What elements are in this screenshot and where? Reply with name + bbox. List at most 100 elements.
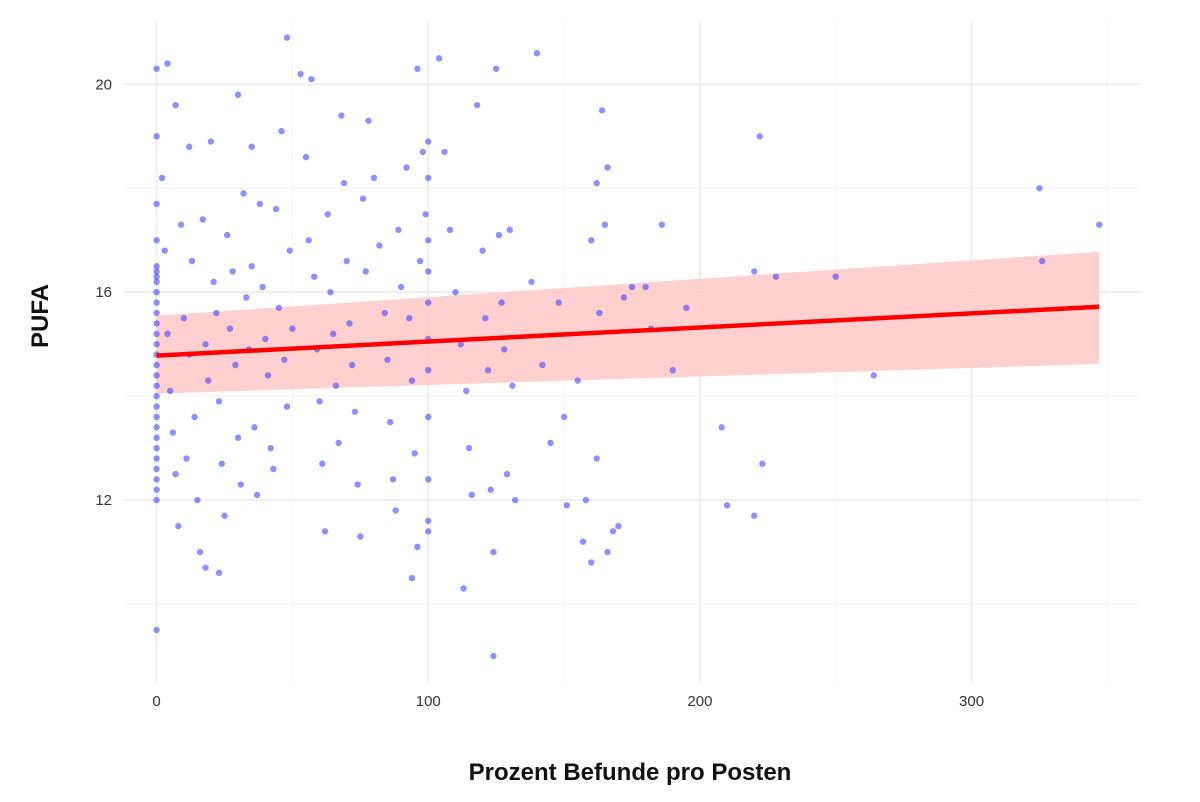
confidence-band-group bbox=[156, 251, 1100, 394]
data-point bbox=[756, 133, 763, 140]
data-point bbox=[243, 294, 250, 301]
data-point bbox=[416, 257, 424, 265]
data-point bbox=[177, 221, 185, 228]
data-point bbox=[384, 356, 391, 363]
data-point bbox=[232, 361, 239, 369]
data-point bbox=[272, 205, 280, 213]
data-point bbox=[683, 304, 690, 312]
data-point bbox=[574, 377, 581, 384]
data-point bbox=[387, 418, 394, 426]
data-point bbox=[202, 341, 209, 348]
data-point bbox=[213, 309, 220, 317]
trend-line-group bbox=[156, 304, 1100, 358]
data-point bbox=[723, 502, 731, 509]
data-point bbox=[357, 533, 364, 540]
data-point bbox=[563, 502, 571, 509]
data-point bbox=[460, 585, 467, 592]
data-point bbox=[452, 289, 459, 296]
data-point bbox=[408, 574, 416, 582]
data-point bbox=[164, 60, 171, 67]
y-axis-title: PUFA bbox=[27, 284, 54, 348]
data-point bbox=[215, 569, 223, 577]
data-point bbox=[468, 491, 475, 499]
data-point bbox=[533, 49, 541, 57]
data-point bbox=[153, 361, 160, 369]
data-point bbox=[547, 439, 554, 447]
data-point bbox=[332, 382, 340, 389]
data-point bbox=[205, 377, 212, 384]
data-point bbox=[528, 278, 535, 286]
data-point bbox=[218, 460, 225, 467]
data-point bbox=[343, 257, 350, 265]
data-point bbox=[588, 559, 595, 566]
data-point bbox=[153, 320, 160, 327]
data-point bbox=[490, 548, 497, 556]
data-point bbox=[658, 221, 666, 228]
data-point bbox=[772, 273, 780, 280]
data-point bbox=[441, 148, 448, 156]
data-point bbox=[425, 476, 432, 483]
data-point bbox=[153, 341, 160, 348]
data-point bbox=[346, 320, 353, 327]
data-point bbox=[751, 512, 758, 519]
data-point bbox=[338, 112, 345, 119]
y-tick-label: 12 bbox=[95, 492, 112, 509]
data-point bbox=[1039, 257, 1046, 265]
data-point bbox=[340, 179, 348, 187]
data-point bbox=[560, 413, 568, 421]
data-point bbox=[492, 65, 500, 72]
data-point bbox=[414, 543, 421, 551]
data-point bbox=[406, 315, 413, 322]
data-point bbox=[348, 361, 356, 369]
data-point bbox=[264, 372, 272, 379]
data-point bbox=[283, 34, 291, 41]
data-point bbox=[506, 226, 513, 234]
data-point bbox=[414, 65, 421, 72]
data-point bbox=[305, 237, 312, 244]
data-point bbox=[153, 413, 160, 421]
data-point bbox=[153, 444, 160, 452]
data-point bbox=[153, 263, 160, 270]
data-point bbox=[446, 226, 454, 234]
data-point bbox=[289, 325, 296, 332]
data-point bbox=[166, 387, 174, 395]
data-point bbox=[601, 221, 609, 228]
data-point bbox=[425, 138, 432, 145]
data-point bbox=[539, 361, 546, 369]
y-tick-label: 20 bbox=[95, 76, 112, 93]
data-point bbox=[286, 247, 293, 254]
data-point bbox=[175, 522, 182, 530]
data-point bbox=[267, 444, 274, 452]
data-point bbox=[425, 366, 432, 374]
data-point bbox=[381, 309, 388, 317]
x-tick-label: 100 bbox=[416, 693, 441, 710]
data-point bbox=[153, 65, 160, 72]
data-point bbox=[473, 101, 481, 109]
data-point bbox=[316, 398, 323, 405]
data-point bbox=[226, 325, 234, 332]
data-point bbox=[669, 366, 676, 374]
data-point bbox=[425, 299, 432, 306]
data-point bbox=[153, 273, 160, 280]
data-point bbox=[555, 299, 562, 306]
data-point bbox=[275, 304, 283, 312]
data-point bbox=[490, 652, 497, 660]
data-point bbox=[185, 143, 193, 150]
data-point bbox=[870, 372, 877, 379]
data-point bbox=[283, 403, 291, 410]
data-point bbox=[329, 330, 337, 338]
data-point bbox=[1036, 185, 1043, 192]
data-point bbox=[463, 387, 470, 395]
data-point bbox=[593, 179, 600, 187]
data-point bbox=[308, 75, 315, 83]
data-point bbox=[511, 496, 519, 504]
data-point bbox=[194, 496, 201, 504]
data-point bbox=[153, 465, 160, 473]
y-tick-label: 16 bbox=[95, 284, 112, 301]
data-point bbox=[240, 190, 247, 197]
data-point bbox=[324, 211, 331, 218]
data-point bbox=[588, 237, 595, 244]
data-point bbox=[153, 200, 160, 208]
